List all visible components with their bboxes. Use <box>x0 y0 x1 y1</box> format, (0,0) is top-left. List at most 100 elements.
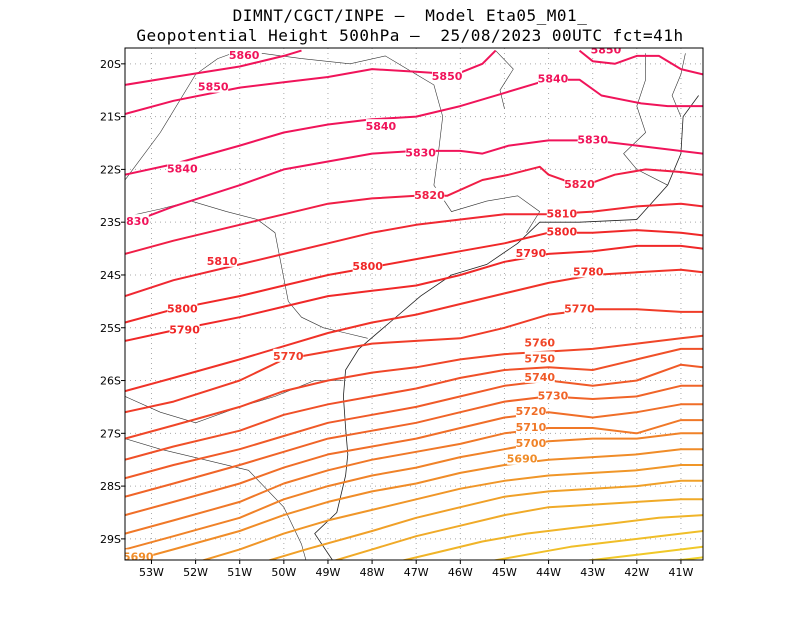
contour-label-bg <box>546 206 577 220</box>
y-tick-label: 24S <box>100 269 121 282</box>
contour-label: 5800 <box>546 226 577 239</box>
contour-layer: 5860 5850 5850 5850 5840 5840 5840 5830 5830 5830… <box>119 44 703 563</box>
contour-line-5690 <box>130 448 703 560</box>
contour-label: 5690 <box>123 550 154 563</box>
contour-label-bg <box>546 224 577 238</box>
chart-title-line1: DIMNT/CGCT/INPE – Model Eta05_M01_ <box>232 6 588 25</box>
contour-label-bg <box>515 245 546 259</box>
contour-label-bg <box>229 48 260 61</box>
contour-line-5750 <box>125 347 703 461</box>
contour-label-bg <box>590 48 621 56</box>
contour-label-bg <box>169 322 200 336</box>
contour-label: 5820 <box>414 189 445 202</box>
x-tick-label: 47W <box>404 566 429 579</box>
x-tick-label: 51W <box>227 566 252 579</box>
x-tick-label: 53W <box>139 566 164 579</box>
contour-label: 5810 <box>207 255 238 268</box>
y-tick-label: 20S <box>100 58 121 71</box>
contour-label-bg <box>507 451 538 465</box>
contour-label-bg <box>537 71 568 85</box>
contour-label: 5750 <box>524 352 555 365</box>
contour-label: 5800 <box>167 302 198 315</box>
contour-label: 5780 <box>573 265 604 278</box>
contour-line-5820 <box>125 165 703 255</box>
contour-label: 5690 <box>507 453 538 466</box>
contour-label-bg <box>524 351 555 365</box>
contour-line-5810 <box>125 202 703 298</box>
contour-line-5730 <box>125 384 703 498</box>
contour-label: 5790 <box>169 323 200 336</box>
contour-label-bg <box>573 264 604 278</box>
contour-label: 5850 <box>591 44 622 57</box>
y-tick-label: 23S <box>100 216 121 229</box>
x-tick-label: 49W <box>316 566 341 579</box>
contour-label-bg <box>125 214 149 228</box>
x-tick-label: 46W <box>448 566 473 579</box>
plot-frame <box>124 47 704 561</box>
state-border <box>125 200 368 339</box>
contour-label-bg <box>432 69 463 83</box>
contour-line-5680 <box>200 464 703 560</box>
contour-line-5660 <box>333 498 703 560</box>
contour-label: 5840 <box>167 162 198 175</box>
contour-label: 5740 <box>524 371 555 384</box>
contour-label-bg <box>564 177 595 191</box>
y-tick-label: 22S <box>100 163 121 176</box>
contour-label-bg <box>515 435 546 449</box>
contour-label-bg <box>577 132 608 146</box>
contour-label: 5850 <box>432 70 463 83</box>
contour-line-5760 <box>125 334 703 440</box>
contour-label: 5760 <box>524 337 555 350</box>
contour-line-5700 <box>125 432 703 551</box>
contour-label-bg <box>524 369 555 383</box>
contour-line-5650 <box>400 514 703 560</box>
contour-line-5860 <box>125 49 302 86</box>
contour-line-5800 <box>125 229 703 324</box>
contour-label-bg <box>273 348 304 362</box>
contour-label: 5730 <box>538 389 569 402</box>
y-tick-label: 21S <box>100 111 121 124</box>
y-tick-label: 25S <box>100 322 121 335</box>
contour-label-bg <box>207 253 238 267</box>
y-tick-label: 29S <box>100 533 121 546</box>
state-border <box>636 53 646 107</box>
contour-line-5670 <box>266 479 703 560</box>
y-tick-label: 28S <box>100 480 121 493</box>
contour-label-bg <box>167 161 198 175</box>
contour-label-bg <box>414 187 445 201</box>
axis-labels: 53W 52W 51W 50W 49W 48W 47W 46W 45W 44W 43W 42W 41W 2… <box>100 58 693 579</box>
x-tick-label: 50W <box>271 566 296 579</box>
contour-label-bg <box>167 301 198 315</box>
state-border <box>495 50 514 109</box>
x-tick-label: 45W <box>492 566 517 579</box>
contour-label: 5840 <box>538 73 569 86</box>
contour-line-5620 <box>672 556 703 560</box>
x-tick-label: 41W <box>669 566 694 579</box>
contour-label: 5720 <box>516 405 547 418</box>
contour-label: 5830 <box>577 133 608 146</box>
contour-line-5850 <box>578 49 703 76</box>
contour-line-5850 <box>125 49 497 115</box>
contour-label-bg <box>515 404 546 418</box>
contour-label: 5830 <box>119 215 150 228</box>
contour-label: 5700 <box>516 437 547 450</box>
contour-label: 5770 <box>273 350 304 363</box>
contour-label: 5850 <box>198 81 229 94</box>
contour-label: 5790 <box>516 247 547 260</box>
contour-label-bg <box>365 119 396 133</box>
x-tick-label: 42W <box>624 566 649 579</box>
contour-label: 5820 <box>564 178 595 191</box>
contour-line-5780 <box>125 268 703 393</box>
state-border <box>671 53 686 117</box>
state-border <box>125 380 344 424</box>
contour-label-bg <box>537 388 568 402</box>
contour-label: 5810 <box>546 207 577 220</box>
contour-label-bg <box>198 79 229 93</box>
state-border <box>261 53 541 233</box>
contour-line-5840 <box>125 78 703 176</box>
contour-line-5710 <box>125 419 703 535</box>
contour-label: 5800 <box>352 260 383 273</box>
contour-line-5770 <box>125 308 703 414</box>
x-tick-label: 52W <box>183 566 208 579</box>
